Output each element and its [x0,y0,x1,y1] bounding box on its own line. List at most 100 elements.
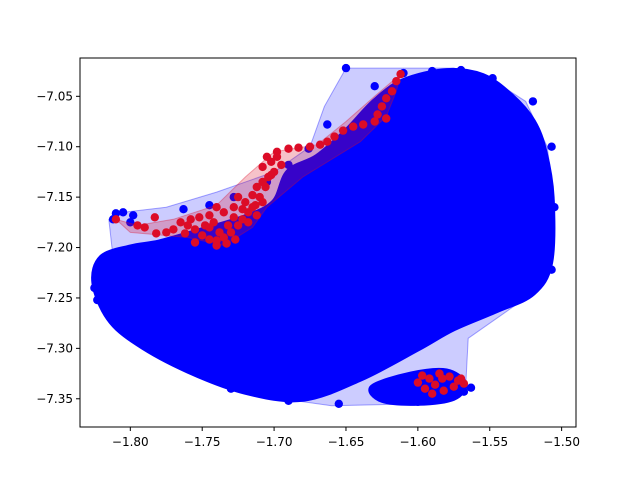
x-tick-label: −1.65 [328,435,365,449]
x-tick-label: −1.70 [256,435,293,449]
blue-series-data-point [550,203,559,212]
red-series-data-point [252,211,261,220]
blue-series-data-point [413,397,423,406]
red-series-data-point [373,110,382,119]
red-series-data-point [238,205,247,214]
red-series-data-point [258,177,267,187]
red-series-data-point [150,213,159,222]
red-series-data-point [248,190,257,200]
x-tick-label: −1.55 [471,435,508,449]
red-series-data-point [180,229,190,238]
red-series-data-point [231,235,240,244]
red-series-data-point [445,372,454,381]
blue-series-data-point [341,63,351,73]
red-series-data-point [370,117,379,126]
blue-series-data-point [466,383,476,392]
red-series-data-point [439,386,448,395]
red-series-data-point [226,228,236,237]
red-series-data-point [277,160,286,170]
blue-series-data-point [323,120,332,129]
red-series-data-point [229,203,238,212]
red-series-data-point [258,198,267,207]
red-series-data-point [133,221,142,230]
red-series-data-point [190,238,200,247]
blue-series-data-point [179,205,188,214]
blue-series-data-point [166,356,175,365]
blue-series-data-point [334,399,343,408]
red-series-data-point [215,228,224,237]
red-series-data-point [459,379,469,388]
blue-series-data-point [118,208,128,217]
red-series-data-point [349,122,358,131]
red-series-data-point [382,114,391,123]
red-series-data-point [212,241,221,250]
blue-series-data-point [528,97,538,106]
red-series-data-point [205,235,214,244]
red-series-data-point [195,213,204,222]
red-series-data-point [396,69,405,79]
red-series-data-point [377,102,387,111]
red-series-data-point [223,221,233,230]
red-series-data-point [387,87,397,96]
red-series-data-point [205,211,214,220]
blue-series-data-point [456,65,466,75]
x-tick-label: −1.80 [112,435,149,449]
red-series-data-point [323,137,332,146]
red-series-data-point [430,380,440,389]
red-series-data-point [294,143,303,152]
y-tick-label: −7.35 [36,392,73,406]
blue-series-data-point [547,265,556,274]
red-series-data-point [190,225,200,234]
y-axis: −7.05 −7.10 −7.15 −7.20 −7.25 −7.30 −7.35 [36,89,80,406]
red-series-data-point [420,384,430,393]
blue-series-data-point [129,211,138,220]
blue-series-data-point [488,74,497,83]
blue-series-data-point [284,396,293,405]
blue-series-data-point [226,384,236,393]
red-series-data-point [140,223,149,232]
blue-series-data-point [459,387,469,396]
red-series-data-point [152,229,161,238]
red-series-data-point [305,142,315,151]
red-series-data-point [229,213,238,222]
x-axis: −1.80 −1.75 −1.70 −1.65 −1.60 −1.55 −1.50 [112,427,580,449]
red-series-data-point [233,221,243,230]
y-tick-label: −7.25 [36,291,73,305]
red-series-data-point [162,228,171,237]
red-series-data-point [258,162,267,172]
red-series-data-point [219,208,228,217]
red-series-data-point [111,215,121,224]
red-series-data-point [186,215,195,224]
blue-series-data-point [428,66,437,76]
red-series-data-point [425,374,434,383]
red-series-data-point [330,132,339,141]
x-tick-label: −1.50 [543,435,580,449]
red-series-data-point [449,382,458,391]
plot-area-frame [79,57,577,428]
blue-series-data-point [93,295,102,305]
red-series-data-point [418,371,427,380]
red-series-data-point [269,167,279,177]
red-series-data-point [338,126,348,135]
x-tick-label: −1.60 [399,435,436,449]
y-tick-label: −7.10 [36,140,73,154]
red-series-data-point [205,223,214,232]
red-series-data-point [438,374,447,383]
red-series-data-point [272,152,282,161]
y-tick-label: −7.20 [36,241,73,255]
blue-series-data-point [284,160,293,170]
y-tick-label: −7.30 [36,341,73,355]
y-tick-label: −7.05 [36,89,73,103]
red-series-data-point [244,218,253,227]
red-series-data-point [413,378,423,387]
blue-series-data-point [370,82,379,91]
red-series-data-point [264,172,273,182]
blue-series-data-point [547,142,556,151]
blue-series-data-point [126,218,135,227]
red-series-data-point [359,120,368,129]
blue-series-layer [90,63,559,408]
blue-series-data-point [384,394,394,403]
x-tick-label: −1.75 [184,435,221,449]
red-series-data-point [212,203,221,212]
